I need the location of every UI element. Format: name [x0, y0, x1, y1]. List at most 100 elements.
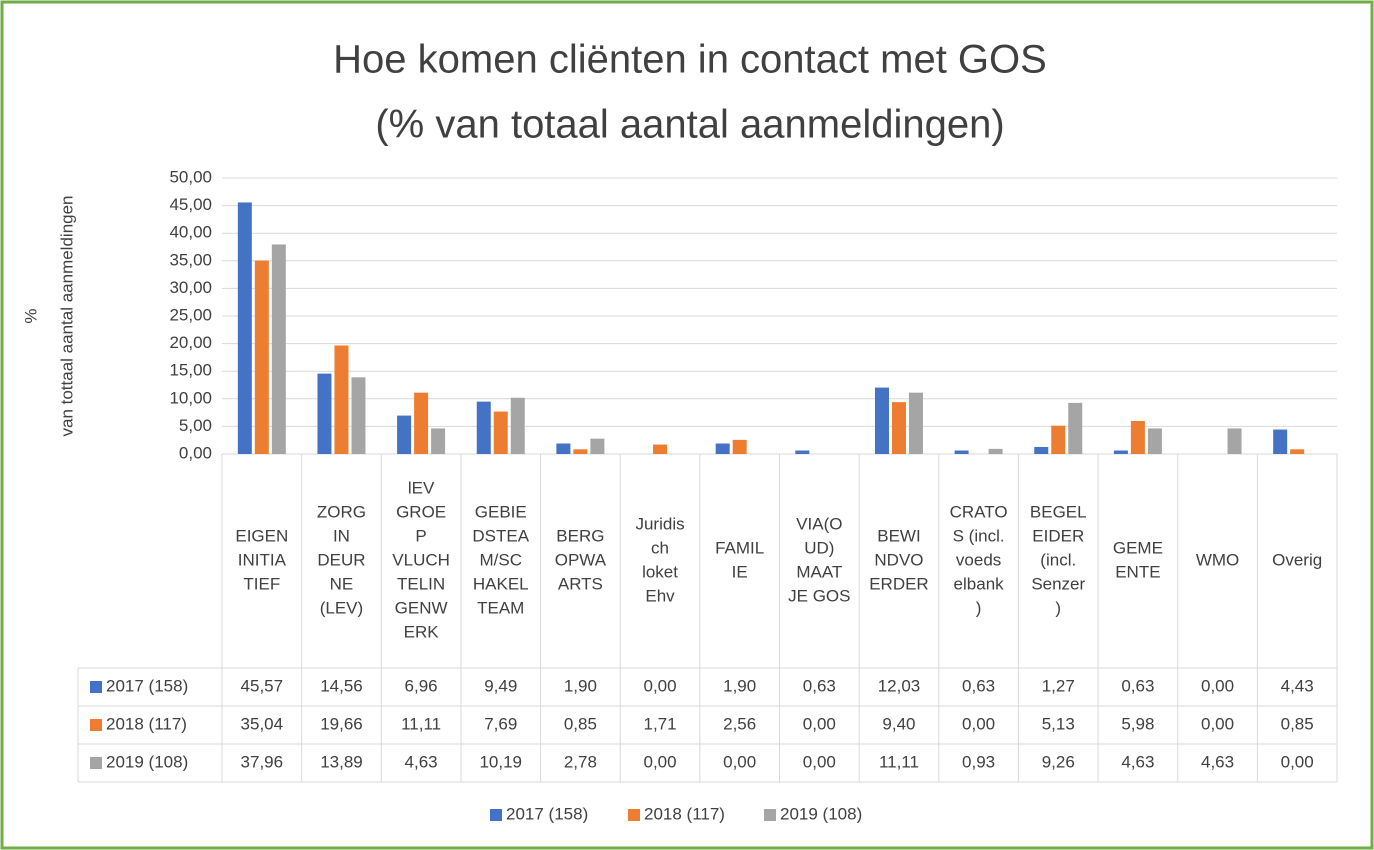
- x-tick-label: GEBIE: [475, 502, 527, 521]
- table-cell: 2,78: [564, 752, 597, 771]
- legend-label: 2017 (158): [506, 804, 588, 823]
- bar: [1113, 450, 1128, 454]
- x-tick-label: IN: [333, 526, 350, 545]
- bar: [573, 449, 588, 454]
- table-cell: 12,03: [878, 676, 921, 695]
- bar: [715, 443, 730, 454]
- x-tick-label: ERK: [404, 622, 440, 641]
- bar: [1130, 420, 1145, 454]
- legend-label: 2018 (117): [644, 804, 725, 823]
- bar: [874, 387, 889, 454]
- y-tick-label: 50,00: [169, 167, 212, 186]
- bar: [1290, 449, 1305, 454]
- table-cell: 1,90: [723, 676, 756, 695]
- bar: [510, 397, 525, 454]
- x-tick-label: (incl.: [1040, 550, 1076, 569]
- legend-key: [90, 757, 102, 769]
- bar: [556, 443, 571, 454]
- table-cell: 19,66: [320, 714, 363, 733]
- table-series-name: 2019 (108): [106, 752, 188, 771]
- bar: [1147, 428, 1162, 454]
- table-series-name: 2018 (117): [106, 714, 187, 733]
- x-tick-label: INITIA: [238, 550, 287, 569]
- table-cell: 10,19: [479, 752, 522, 771]
- table-cell: 1,90: [564, 676, 597, 695]
- table-cell: 0,85: [1281, 714, 1314, 733]
- table-cell: 0,63: [1121, 676, 1154, 695]
- x-tick-label: ch: [651, 538, 669, 557]
- x-tick-label: HAKEL: [473, 574, 529, 593]
- table-cell: 4,43: [1281, 676, 1314, 695]
- table-cell: 7,69: [484, 714, 517, 733]
- table-cell: 0,00: [643, 676, 676, 695]
- x-tick-label: S (incl.: [953, 526, 1005, 545]
- x-tick-label: ): [1055, 598, 1061, 617]
- y-tick-label: 30,00: [169, 278, 212, 297]
- x-tick-label: elbank: [954, 574, 1005, 593]
- table-cell: 4,63: [1201, 752, 1234, 771]
- x-tick-label: ERDER: [869, 574, 929, 593]
- x-tick-label: NDVO: [874, 550, 923, 569]
- bar: [988, 448, 1003, 454]
- x-tick-label: ARTS: [558, 574, 603, 593]
- bar: [476, 401, 491, 454]
- y-tick-label: 0,00: [179, 443, 212, 462]
- bar: [237, 202, 252, 454]
- table-cell: 0,93: [962, 752, 995, 771]
- table-series-name: 2017 (158): [106, 676, 188, 695]
- x-tick-label: MAAT: [796, 562, 842, 581]
- x-tick-label: GENW: [395, 598, 448, 617]
- x-tick-label: WMO: [1196, 550, 1239, 569]
- bar: [1273, 429, 1288, 454]
- legend-key: [490, 809, 502, 821]
- bar: [334, 345, 349, 454]
- x-tick-label: FAMIL: [715, 538, 764, 557]
- bar: [431, 428, 446, 454]
- x-tick-label: ): [976, 598, 982, 617]
- bar: [1227, 428, 1242, 454]
- y-tick-label: 10,00: [169, 388, 212, 407]
- table-cell: 6,96: [405, 676, 438, 695]
- table-cell: 9,26: [1042, 752, 1075, 771]
- x-tick-label: lEV: [408, 478, 435, 497]
- bar: [254, 260, 269, 454]
- table-cell: 13,89: [320, 752, 363, 771]
- chart-title: Hoe komen cliënten in contact met GOS: [333, 38, 1047, 82]
- x-tick-label: CRATO: [950, 502, 1008, 521]
- bar: [891, 402, 906, 454]
- table-cell: 1,27: [1042, 676, 1075, 695]
- x-tick-label: IE: [732, 562, 748, 581]
- table-cell: 5,98: [1121, 714, 1154, 733]
- bar: [317, 373, 332, 454]
- table-cell: 0,00: [1201, 676, 1234, 695]
- x-tick-label: Senzer: [1031, 574, 1085, 593]
- legend-key: [90, 719, 102, 731]
- x-tick-label: VIA(O: [796, 514, 842, 533]
- bar: [1034, 446, 1049, 454]
- legend-key: [90, 681, 102, 693]
- x-tick-label: EIDER: [1032, 526, 1084, 545]
- table-cell: 9,40: [882, 714, 915, 733]
- x-tick-label: ZORG: [317, 502, 366, 521]
- y-tick-label: 40,00: [169, 223, 212, 242]
- y-tick-label: 35,00: [169, 250, 212, 269]
- x-tick-label: (LEV): [320, 598, 363, 617]
- bar: [1068, 402, 1083, 454]
- x-tick-label: BEWI: [877, 526, 920, 545]
- table-cell: 4,63: [1121, 752, 1154, 771]
- bar: [653, 444, 668, 454]
- bar: [1051, 425, 1066, 454]
- x-tick-label: M/SC: [480, 550, 523, 569]
- y-tick-label: 20,00: [169, 333, 212, 352]
- table-cell: 0,85: [564, 714, 597, 733]
- x-tick-label: TIEF: [243, 574, 280, 593]
- table-cell: 0,63: [803, 676, 836, 695]
- table-cell: 14,56: [320, 676, 363, 695]
- x-tick-label: TEAM: [477, 598, 524, 617]
- x-tick-label: P: [415, 526, 426, 545]
- bar: [351, 377, 366, 454]
- table-cell: 0,00: [723, 752, 756, 771]
- y-tick-label: 25,00: [169, 305, 212, 324]
- bar: [271, 244, 286, 454]
